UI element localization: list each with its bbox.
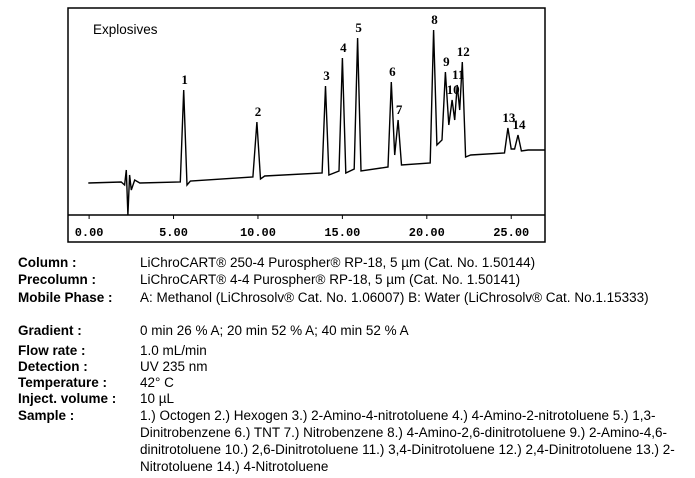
peak-label: 7	[396, 102, 403, 117]
plot-frame	[67, 7, 546, 243]
x-tick-label: 10.00	[240, 226, 276, 240]
peak-label: 9	[443, 54, 450, 69]
peak-label: 8	[431, 12, 438, 27]
peak-label: 14	[512, 117, 526, 132]
peak-label: 5	[355, 20, 362, 35]
x-tick-label: 20.00	[409, 226, 445, 240]
chart: Explosives 0.00 5.00 10.00 15.00 20.00 25.00 1…	[67, 7, 546, 243]
detail-value: 0 min 26 % A; 20 min 52 % A; 40 min 52 %…	[140, 323, 409, 338]
x-tick-label: 15.00	[324, 226, 360, 240]
detail-value: LiChroCART® 4-4 Purospher® RP-18, 5 µm (…	[140, 272, 521, 287]
peak-label: 6	[389, 64, 396, 79]
detail-label: Gradient :	[18, 323, 82, 338]
detail-value: A: Methanol (LiChrosolv® Cat. No. 1.0600…	[140, 290, 649, 305]
detail-value: 42° C	[140, 375, 174, 390]
trace	[88, 29, 545, 216]
peak-label: 11	[452, 67, 464, 82]
detail-label: Column :	[18, 255, 77, 270]
detail-label: Detection :	[18, 359, 88, 374]
detail-value: UV 235 nm	[140, 359, 208, 374]
detail-label: Inject. volume :	[18, 391, 117, 406]
peak-label: 10	[447, 82, 460, 97]
peak-label: 4	[340, 40, 347, 55]
detail-value: 10 µL	[140, 391, 175, 406]
x-tick-label: 0.00	[75, 226, 104, 240]
detail-label: Flow rate :	[18, 343, 86, 358]
peak-label: 13	[502, 110, 516, 125]
detail-label: Mobile Phase :	[18, 290, 113, 305]
peak-label: 1	[181, 72, 188, 87]
chart-title: Explosives	[93, 22, 158, 37]
detail-value: 1.) Octogen 2.) Hexogen 3.) 2-Amino-4-ni…	[140, 408, 675, 474]
detail-value: 1.0 mL/min	[140, 343, 207, 358]
peak-label: 12	[457, 44, 470, 59]
detail-label: Sample :	[18, 408, 75, 423]
detail-value: LiChroCART® 250-4 Purospher® RP-18, 5 µm…	[140, 255, 536, 270]
detail-label: Temperature :	[18, 375, 108, 390]
peak-label: 3	[323, 68, 330, 83]
x-tick-label: 25.00	[493, 226, 529, 240]
detail-label: Precolumn :	[18, 272, 97, 287]
x-tick-label: 5.00	[159, 226, 188, 240]
peak-label: 2	[255, 104, 262, 119]
